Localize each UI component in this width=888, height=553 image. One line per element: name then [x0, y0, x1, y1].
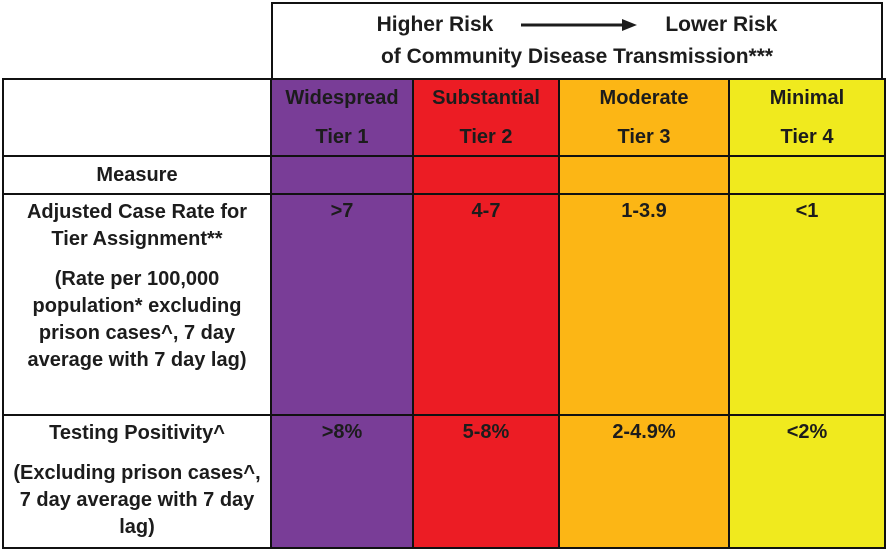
measure-row-spacer-tier2 — [412, 155, 560, 195]
measure-row-spacer-tier1 — [270, 155, 414, 195]
blank-corner-cell — [2, 78, 272, 157]
positivity-detail: (Excluding prison cases^, 7 day average … — [13, 462, 261, 538]
tier-name-label: Widespread — [285, 87, 399, 109]
positivity-value-tier4: <2% — [728, 414, 886, 549]
tier-header-cell-widespread: Widespread Tier 1 — [270, 78, 414, 157]
case-rate-row: Adjusted Case Rate for Tier Assignment**… — [2, 193, 886, 416]
measure-row-spacer-tier3 — [558, 155, 730, 195]
tier-number-label: Tier 3 — [617, 126, 671, 148]
risk-header-subtitle: of Community Disease Transmission*** — [380, 45, 774, 69]
lower-risk-label: Lower Risk — [665, 12, 778, 36]
case-rate-measure-label: Adjusted Case Rate for Tier Assignment**… — [2, 193, 272, 416]
measure-row-spacer-tier4 — [728, 155, 886, 195]
higher-risk-label: Higher Risk — [376, 12, 494, 36]
risk-direction-line: Higher Risk Lower Risk — [377, 13, 778, 37]
case-rate-title: Adjusted Case Rate for Tier Assignment** — [26, 201, 248, 250]
case-rate-value-tier3: 1-3.9 — [558, 193, 730, 416]
positivity-title: Testing Positivity^ — [49, 422, 225, 444]
tier-name-label: Substantial — [432, 87, 540, 109]
tier-name-label: Moderate — [599, 87, 689, 109]
tier-header-cell-substantial: Substantial Tier 2 — [412, 78, 560, 157]
tier-name-label: Minimal — [769, 87, 845, 109]
positivity-measure-label: Testing Positivity^ (Excluding prison ca… — [2, 414, 272, 549]
tier-table: Widespread Tier 1 Substantial Tier 2 Mod… — [2, 78, 886, 549]
case-rate-detail: (Rate per 100,000 population* excluding … — [27, 268, 247, 371]
case-rate-value-tier4: <1 — [728, 193, 886, 416]
risk-direction-header: Higher Risk Lower Risk of Community Dise… — [271, 2, 883, 78]
tier-number-label: Tier 2 — [459, 126, 513, 148]
positivity-value-tier2: 5-8% — [412, 414, 560, 549]
positivity-value-tier1: >8% — [270, 414, 414, 549]
measure-header-row: Measure — [2, 155, 886, 195]
positivity-row: Testing Positivity^ (Excluding prison ca… — [2, 414, 886, 549]
tier-header-cell-moderate: Moderate Tier 3 — [558, 78, 730, 157]
tier-header-cell-minimal: Minimal Tier 4 — [728, 78, 886, 157]
right-arrow-icon — [519, 18, 639, 32]
tier-number-label: Tier 4 — [780, 126, 834, 148]
measure-column-header: Measure — [2, 155, 272, 195]
tier-number-label: Tier 1 — [315, 126, 369, 148]
case-rate-value-tier1: >7 — [270, 193, 414, 416]
positivity-value-tier3: 2-4.9% — [558, 414, 730, 549]
tier-header-row: Widespread Tier 1 Substantial Tier 2 Mod… — [2, 78, 886, 157]
case-rate-value-tier2: 4-7 — [412, 193, 560, 416]
